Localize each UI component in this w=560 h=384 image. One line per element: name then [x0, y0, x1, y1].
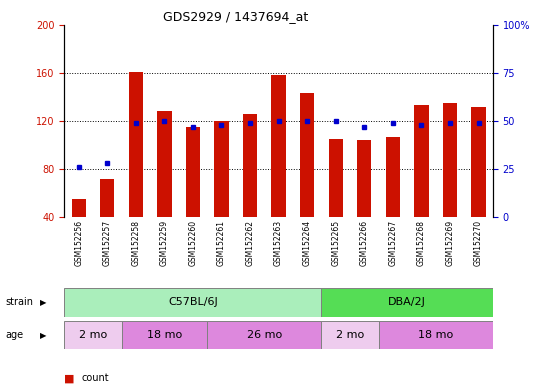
Bar — [129, 72, 143, 217]
Bar — [300, 93, 314, 217]
Text: GSM152258: GSM152258 — [131, 220, 141, 266]
Text: GSM152266: GSM152266 — [360, 220, 369, 266]
Bar — [379, 321, 493, 349]
Text: 18 mo: 18 mo — [418, 330, 453, 340]
Bar — [443, 103, 457, 217]
Bar — [329, 139, 343, 217]
Bar — [386, 137, 400, 217]
Text: 2 mo: 2 mo — [336, 330, 364, 340]
Text: GSM152264: GSM152264 — [302, 220, 312, 266]
Text: GSM152260: GSM152260 — [188, 220, 198, 266]
Bar — [272, 75, 286, 217]
Bar — [357, 140, 371, 217]
Text: GSM152261: GSM152261 — [217, 220, 226, 266]
Bar — [472, 107, 486, 217]
Bar — [100, 179, 114, 217]
Text: GSM152265: GSM152265 — [331, 220, 340, 266]
Text: GSM152259: GSM152259 — [160, 220, 169, 266]
Text: 26 mo: 26 mo — [247, 330, 282, 340]
Text: GSM152268: GSM152268 — [417, 220, 426, 266]
Bar — [122, 321, 207, 349]
Text: age: age — [6, 330, 24, 340]
Bar — [186, 127, 200, 217]
Bar — [207, 321, 321, 349]
Text: ▶: ▶ — [40, 331, 47, 339]
Bar — [72, 199, 86, 217]
Text: GSM152269: GSM152269 — [445, 220, 455, 266]
Text: 18 mo: 18 mo — [147, 330, 182, 340]
Bar — [64, 321, 122, 349]
Bar — [214, 121, 228, 217]
Text: 2 mo: 2 mo — [79, 330, 107, 340]
Text: strain: strain — [6, 297, 34, 308]
Text: GDS2929 / 1437694_at: GDS2929 / 1437694_at — [162, 10, 308, 23]
Text: ■: ■ — [64, 373, 75, 383]
Text: ▶: ▶ — [40, 298, 47, 307]
Bar — [321, 321, 379, 349]
Text: GSM152262: GSM152262 — [245, 220, 255, 266]
Bar — [414, 105, 428, 217]
Bar — [243, 114, 257, 217]
Text: GSM152263: GSM152263 — [274, 220, 283, 266]
Text: C57BL/6J: C57BL/6J — [168, 297, 218, 308]
Text: GSM152270: GSM152270 — [474, 220, 483, 266]
Bar — [64, 288, 321, 317]
Bar — [157, 111, 171, 217]
Text: GSM152267: GSM152267 — [388, 220, 398, 266]
Text: DBA/2J: DBA/2J — [388, 297, 426, 308]
Text: GSM152257: GSM152257 — [102, 220, 112, 266]
Text: GSM152256: GSM152256 — [74, 220, 83, 266]
Text: count: count — [81, 373, 109, 383]
Bar — [321, 288, 493, 317]
